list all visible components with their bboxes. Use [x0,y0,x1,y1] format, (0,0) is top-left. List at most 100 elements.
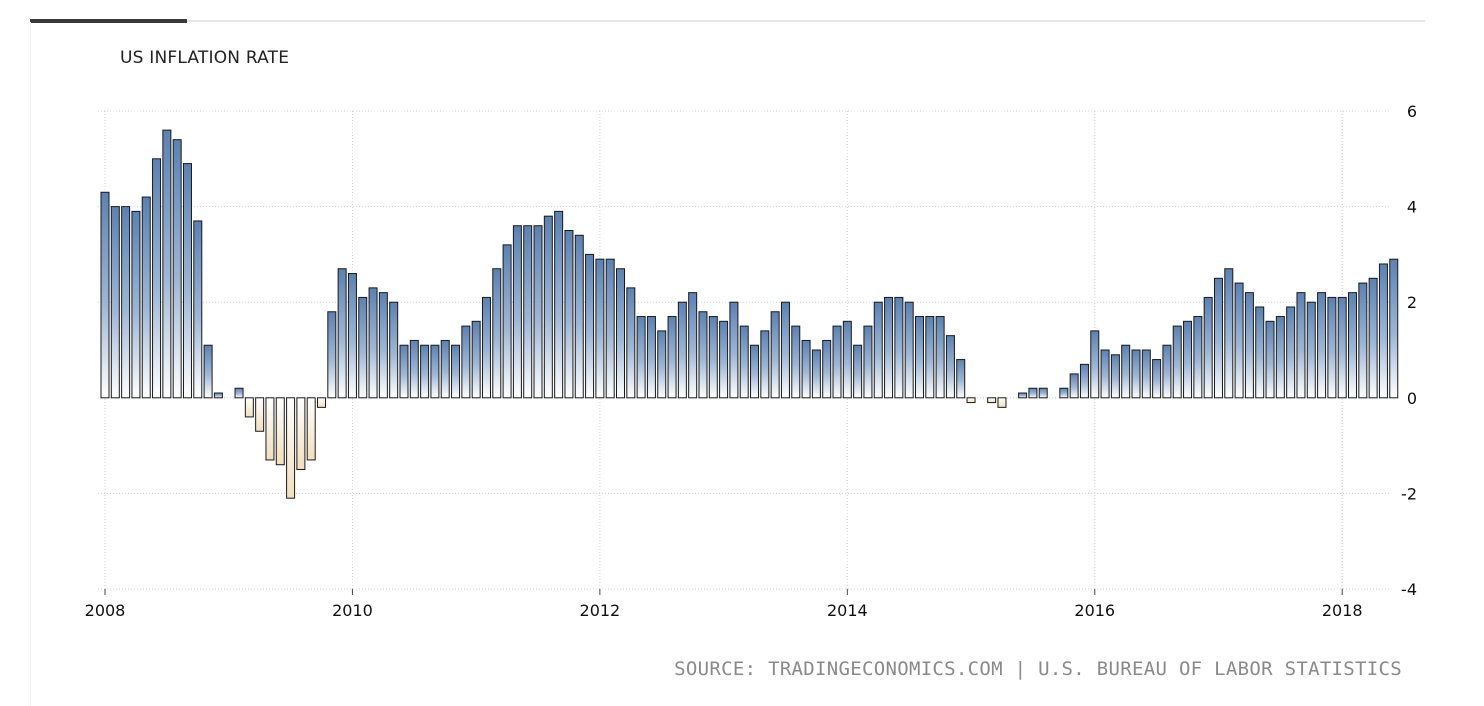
bar[interactable] [100,191,110,399]
bar[interactable] [987,397,997,404]
bar[interactable] [832,325,842,399]
bar[interactable] [255,397,265,432]
bar[interactable] [564,230,574,399]
bar[interactable] [1358,282,1368,399]
bar[interactable] [708,316,718,399]
bar[interactable] [1193,316,1203,399]
bar[interactable] [822,339,832,399]
bar[interactable] [420,344,430,399]
bar[interactable] [1162,344,1172,399]
bar[interactable] [1234,282,1244,399]
bar[interactable] [131,210,141,399]
bar[interactable] [945,335,955,399]
bar[interactable] [1018,392,1028,399]
bar[interactable] [327,311,337,399]
bar[interactable] [1131,349,1141,399]
bar[interactable] [358,296,368,399]
bar[interactable] [956,359,966,399]
bar[interactable] [337,268,347,399]
bar[interactable] [842,320,852,399]
bar[interactable] [616,268,625,399]
bar[interactable] [853,344,863,399]
bar[interactable] [605,258,615,399]
bar[interactable] [110,206,120,399]
bar[interactable] [399,344,409,399]
bar[interactable] [1244,292,1254,399]
bar[interactable] [554,210,564,399]
bar[interactable] [719,320,729,399]
bar[interactable] [935,316,945,399]
bar[interactable] [1265,320,1275,399]
bar[interactable] [1286,306,1296,399]
bar[interactable] [1255,306,1265,399]
bar[interactable] [1183,320,1193,399]
bar[interactable] [585,253,595,399]
bar[interactable] [152,158,162,399]
bar[interactable] [760,330,770,399]
bar[interactable] [1069,373,1079,399]
bar[interactable] [121,206,131,399]
bar[interactable] [378,292,388,399]
bar[interactable] [162,129,172,399]
bar[interactable] [595,258,605,399]
bar[interactable] [193,220,203,399]
bar[interactable] [1306,301,1316,399]
bar[interactable] [182,163,192,399]
bar[interactable] [141,196,151,399]
bar[interactable] [1275,316,1285,399]
bar[interactable] [863,325,873,399]
bar[interactable] [1378,263,1388,399]
bar[interactable] [1141,349,1151,399]
bar[interactable] [780,301,790,399]
bar[interactable] [265,397,275,461]
bar[interactable] [770,311,780,399]
bar[interactable] [750,344,760,399]
bar[interactable] [286,397,296,499]
bar[interactable] [1038,387,1048,399]
bar[interactable] [1203,296,1213,399]
bar[interactable] [1224,268,1234,399]
bar[interactable] [451,344,461,399]
bar[interactable] [1368,277,1378,399]
bar[interactable] [1028,387,1038,399]
bar[interactable] [440,339,450,399]
bar[interactable] [1348,292,1358,399]
bar[interactable] [1079,363,1089,399]
bar[interactable] [698,311,708,399]
bar[interactable] [502,244,512,399]
bar[interactable] [523,225,533,399]
bar[interactable] [688,292,698,399]
bar[interactable] [1317,292,1327,399]
bar[interactable] [1152,359,1162,399]
bar[interactable] [966,397,976,404]
bar[interactable] [1172,325,1182,399]
bar[interactable] [296,397,306,470]
bar[interactable] [492,268,502,399]
bar[interactable] [636,316,646,399]
bar[interactable] [574,234,584,399]
bar[interactable] [430,344,440,399]
bar[interactable] [1327,296,1337,399]
bar[interactable] [461,325,471,399]
bar[interactable] [925,316,935,399]
bar[interactable] [1337,296,1347,399]
bar[interactable] [997,397,1007,408]
bar[interactable] [317,397,327,408]
bar[interactable] [904,301,914,399]
bar[interactable] [801,339,811,399]
bar[interactable] [894,296,904,399]
bar[interactable] [1389,258,1399,399]
bar[interactable] [729,301,739,399]
bar[interactable] [213,392,223,399]
bar[interactable] [791,325,801,399]
bar[interactable] [203,344,213,399]
bar[interactable] [306,397,316,461]
bar[interactable] [667,316,677,399]
bar[interactable] [1059,387,1069,399]
bar[interactable] [884,296,894,399]
bar[interactable] [275,397,285,466]
bar[interactable] [1296,292,1306,399]
bar[interactable] [646,316,656,399]
bar[interactable] [512,225,522,399]
bar[interactable] [1110,354,1120,399]
